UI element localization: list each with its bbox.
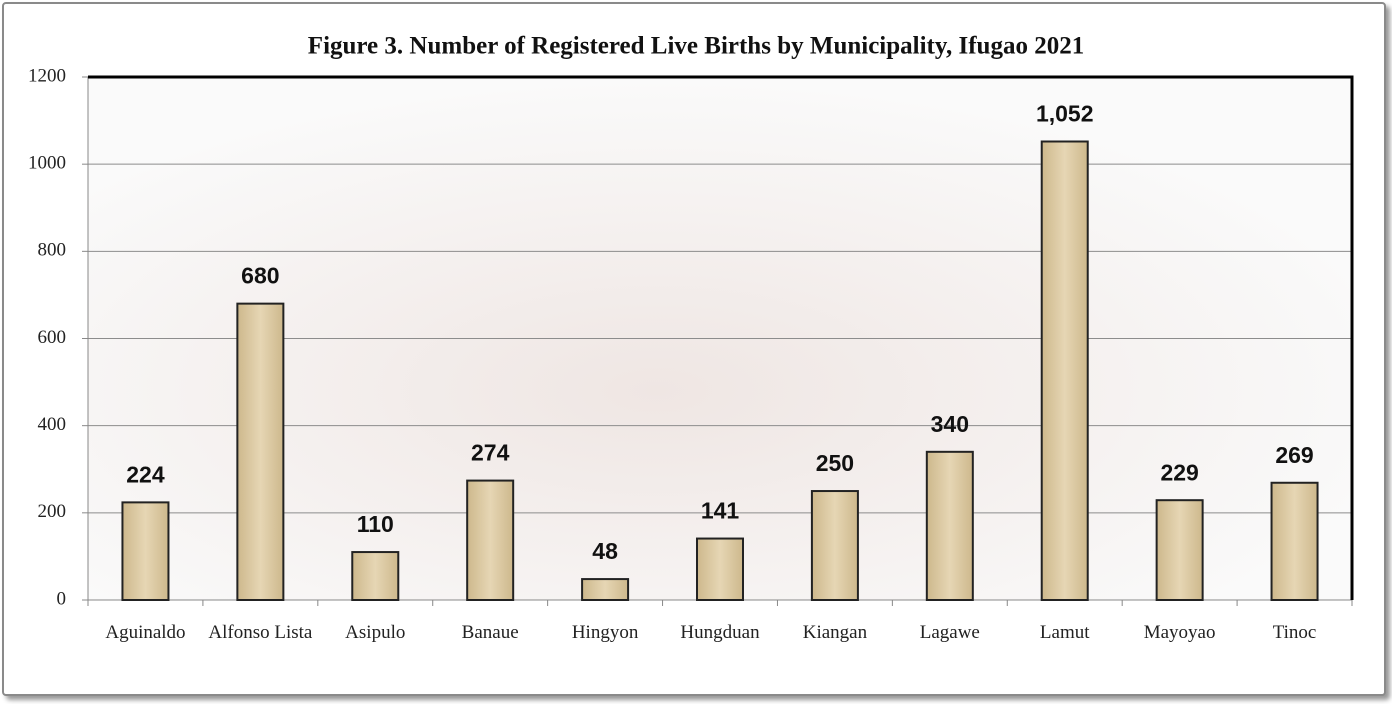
- bar: [696, 537, 744, 601]
- data-label: 1,052: [1036, 101, 1094, 127]
- bar: [1155, 499, 1204, 601]
- data-label: 229: [1160, 459, 1198, 485]
- bar: [121, 501, 170, 601]
- y-tick-label: 1000: [28, 153, 66, 174]
- bar: [466, 479, 515, 601]
- x-tick-label: Hungduan: [680, 622, 760, 643]
- data-label: 340: [931, 411, 969, 437]
- bar: [351, 551, 400, 602]
- x-tick-label: Aguinaldo: [105, 622, 186, 643]
- y-tick-label: 200: [38, 501, 67, 522]
- x-tick-label: Banaue: [461, 622, 519, 643]
- x-tick-label: Asipulo: [345, 622, 406, 643]
- x-tick-label: Mayoyao: [1143, 622, 1216, 643]
- x-tick-label: Alfonso Lista: [208, 622, 313, 643]
- y-tick-label: 0: [57, 588, 67, 609]
- chart-title: Figure 3. Number of Registered Live Birt…: [308, 33, 1084, 60]
- bar: [236, 302, 285, 601]
- bar: [1270, 481, 1319, 601]
- data-label: 141: [701, 498, 740, 524]
- data-label: 48: [592, 538, 618, 564]
- x-tick-label: Lamut: [1039, 622, 1090, 643]
- data-label: 110: [357, 511, 394, 537]
- y-tick-label: 400: [38, 414, 67, 435]
- bar: [925, 450, 974, 602]
- bar: [1040, 140, 1089, 601]
- x-tick-label: Kiangan: [802, 622, 868, 643]
- y-tick-label: 1200: [28, 65, 66, 86]
- x-tick-label: Hingyon: [571, 622, 639, 643]
- x-tick-label: Tinoc: [1272, 622, 1317, 643]
- y-tick-label: 800: [38, 240, 67, 261]
- plot-border: [88, 75, 1354, 600]
- bar: [810, 490, 859, 601]
- data-label: 269: [1275, 442, 1313, 468]
- data-label: 274: [471, 440, 510, 466]
- data-label: 680: [241, 263, 279, 289]
- y-tick-label: 600: [38, 327, 67, 348]
- data-label: 224: [126, 461, 165, 487]
- bar: [581, 578, 630, 602]
- x-tick-label: Lagawe: [919, 622, 980, 643]
- data-label: 250: [816, 450, 854, 476]
